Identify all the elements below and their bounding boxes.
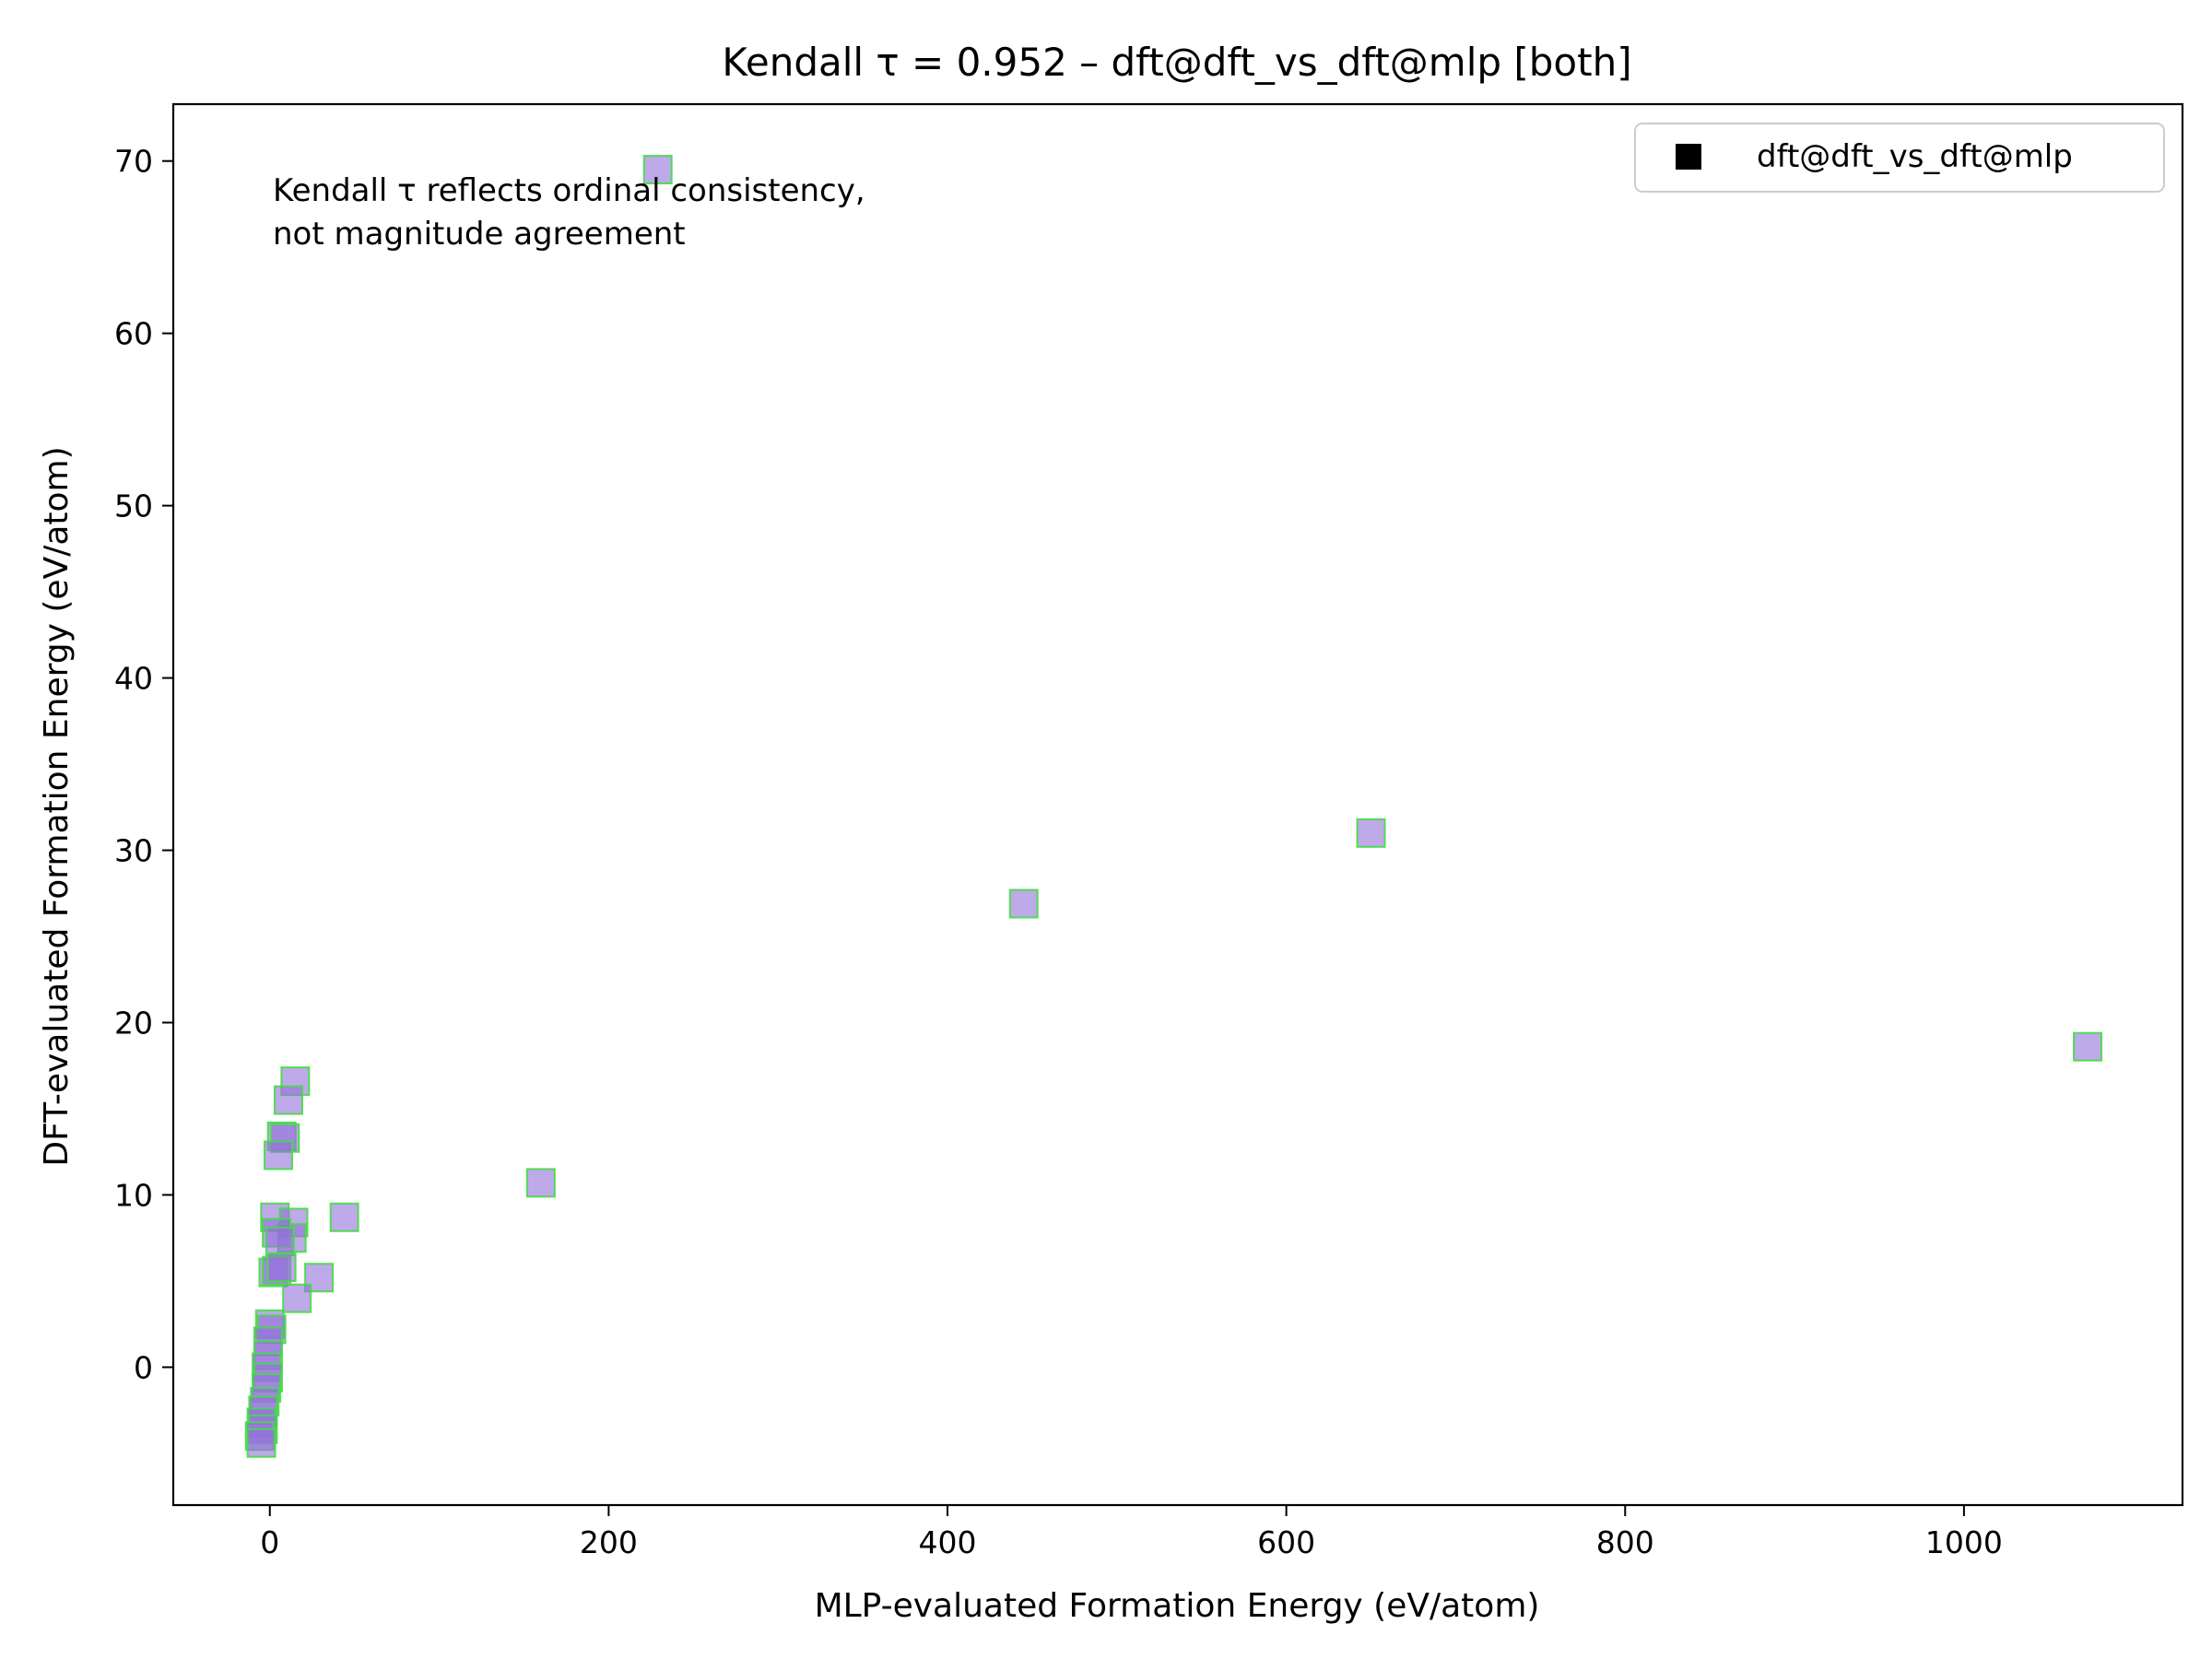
y-tick-label: 20 [114,1006,153,1041]
x-tick-label: 400 [919,1524,977,1560]
data-point [266,1252,297,1282]
x-tick-label: 600 [1257,1524,1315,1560]
legend-marker-square [1676,144,1701,170]
x-axis-ticks: 0 200 400 600 800 1000 [260,1505,2003,1560]
x-tick-label: 800 [1596,1524,1654,1560]
y-tick-label: 0 [134,1349,153,1385]
data-point [273,1085,303,1115]
y-tick-label: 40 [114,661,153,697]
legend-entry-label: dft@dft_vs_dft@mlp [1757,138,2073,175]
chart-annotation: Kendall τ reflects ordinal consistency, … [273,172,876,253]
y-axis-ticks: 0 10 20 30 40 50 60 70 [114,144,173,1385]
y-tick-label: 60 [114,316,153,352]
data-point [642,155,673,185]
data-point [525,1168,556,1198]
legend-box [1634,123,2165,193]
y-tick-label: 30 [114,833,153,869]
x-axis-label: MLP-evaluated Formation Energy (eV/atom) [815,1587,1540,1625]
data-point [282,1283,312,1313]
data-point [1008,888,1039,919]
data-point [265,1226,295,1256]
data-point [263,1140,293,1171]
x-tick-label: 0 [260,1524,279,1560]
y-tick-label: 50 [114,488,153,524]
x-tick-label: 1000 [1925,1524,2003,1560]
data-point [329,1202,359,1232]
data-point [246,1428,276,1458]
data-points [244,155,2103,1458]
x-tick-label: 200 [580,1524,638,1560]
data-point [1356,818,1386,848]
y-tick-label: 70 [114,144,153,180]
annotation-line-2: not magnitude agreement [273,216,686,253]
plot-area-frame [171,102,2184,1507]
y-tick-label: 10 [114,1177,153,1213]
chart-title: Kendall τ = 0.952 – dft@dft_vs_dft@mlp [… [722,40,1631,85]
data-point [2073,1031,2103,1062]
annotation-line-1: Kendall τ reflects ordinal consistency, [273,172,865,209]
y-axis-label: DFT-evaluated Formation Energy (eV/atom) [38,446,76,1166]
legend: dft@dft_vs_dft@mlp [1634,123,2165,193]
